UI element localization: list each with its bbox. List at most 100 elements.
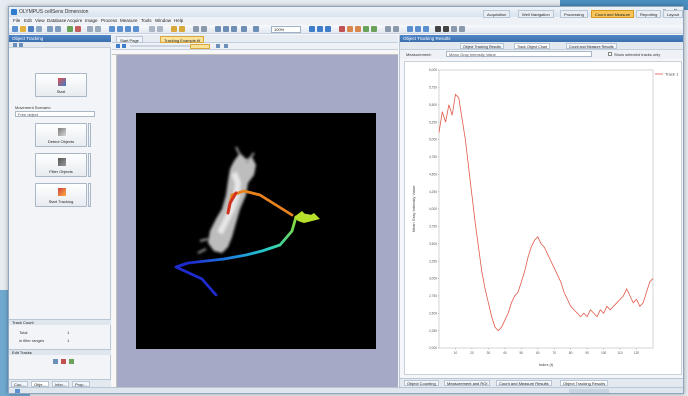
channel-icon[interactable] <box>216 44 220 48</box>
doc-tab-tracking-example[interactable]: Tracking Example.tif <box>160 36 205 43</box>
layout-tab-well-navigation[interactable]: Well Navigation <box>518 10 554 18</box>
roi-tool-icon[interactable] <box>125 26 131 32</box>
menu-measure[interactable]: Measure <box>120 18 138 23</box>
filter-objects-button[interactable]: Filter Objects <box>35 153 87 177</box>
pan-tool-icon[interactable] <box>117 26 123 32</box>
subtab-track-object-chart[interactable]: Track Object Chart <box>514 43 551 49</box>
undo-icon[interactable] <box>47 26 53 32</box>
arrange-icon[interactable] <box>149 26 155 32</box>
microscopy-image[interactable] <box>136 113 376 349</box>
frame-counter[interactable] <box>190 44 210 49</box>
filter-options-arrow[interactable] <box>88 153 91 177</box>
menu-file[interactable]: File <box>13 18 21 23</box>
edit-track-icon[interactable] <box>53 359 58 364</box>
tab-inbox[interactable]: Inbo... <box>52 381 70 387</box>
movie-icon[interactable] <box>325 26 331 32</box>
menu-tools[interactable]: Tools <box>141 18 152 23</box>
record-icon[interactable] <box>75 26 81 32</box>
subtab-object-tracking-results[interactable]: Object Tracking Results <box>460 43 504 49</box>
gallery-icon[interactable] <box>415 26 421 32</box>
measurement-select[interactable]: Mean Gray Intensity Value <box>446 51 592 57</box>
copy-icon[interactable] <box>87 26 93 32</box>
live-icon[interactable] <box>317 26 323 32</box>
menu-help[interactable]: Help <box>174 18 184 23</box>
actual-size-icon[interactable] <box>241 26 247 32</box>
menu-process[interactable]: Process <box>101 18 118 23</box>
print-icon[interactable] <box>36 26 42 32</box>
zoom-tool-icon[interactable] <box>253 26 259 32</box>
color-icon[interactable] <box>371 26 377 32</box>
frame-first-icon[interactable] <box>116 44 120 48</box>
zoom-in-icon[interactable] <box>215 26 221 32</box>
slideshow-icon[interactable] <box>423 26 429 32</box>
tab-count[interactable]: Cou... <box>11 381 28 387</box>
layout-tab-reporting[interactable]: Reporting <box>636 10 662 18</box>
track-count-header: Track Count <box>9 319 111 325</box>
tab-measurement-roi[interactable]: Measurement and ROI <box>444 380 491 386</box>
stop-icon[interactable] <box>339 26 345 32</box>
layer-icon[interactable] <box>224 44 228 48</box>
select-tool-icon[interactable] <box>109 26 115 32</box>
highlight-icon[interactable] <box>171 26 177 32</box>
open-icon[interactable] <box>20 26 26 32</box>
export-icon[interactable] <box>393 26 399 32</box>
tile-icon[interactable] <box>157 26 163 32</box>
redo-icon[interactable] <box>55 26 61 32</box>
menu-view[interactable]: View <box>35 18 45 23</box>
tab-count-measure-results[interactable]: Count and Measure Results <box>496 380 552 386</box>
merge-track-icon[interactable] <box>69 359 74 364</box>
grid-icon[interactable] <box>193 26 199 32</box>
layers-icon[interactable] <box>201 26 207 32</box>
menu-window[interactable]: Window <box>155 18 172 23</box>
panel-help-icon[interactable] <box>19 43 23 47</box>
frame-slider[interactable] <box>130 45 200 47</box>
x-tick-label: 70 <box>552 351 556 355</box>
menu-edit[interactable]: Edit <box>24 18 32 23</box>
tracking-results-panel: Object Tracking Results Object Tracking … <box>399 35 683 387</box>
measure-tool-icon[interactable] <box>133 26 139 32</box>
snapshot-icon[interactable] <box>309 26 315 32</box>
start-tracking-button[interactable]: Start Tracking <box>35 183 87 207</box>
layout-tab-layout[interactable]: Layout <box>663 10 683 18</box>
dark-mode-icon[interactable] <box>435 26 441 32</box>
settings-icon[interactable] <box>451 26 457 32</box>
zoom-out-icon[interactable] <box>223 26 229 32</box>
tab-properties[interactable]: Prop... <box>72 381 90 387</box>
zoom-level-field[interactable]: 100% <box>271 26 301 33</box>
detect-objects-button[interactable]: Detect Objects <box>35 123 87 147</box>
tab-object[interactable]: Obje... <box>31 381 49 387</box>
menu-image[interactable]: Image <box>85 18 98 23</box>
annotate-icon[interactable] <box>179 26 185 32</box>
filter-icon[interactable] <box>355 26 361 32</box>
doc-tab-start-page[interactable]: Start Page <box>116 36 143 43</box>
tab-object-counting[interactable]: Object Counting <box>404 380 439 386</box>
subtab-count-measure-results[interactable]: Count and Measure Results <box>566 43 617 49</box>
save-icon[interactable] <box>28 26 34 32</box>
histogram-icon[interactable] <box>363 26 369 32</box>
new-icon[interactable] <box>12 26 18 32</box>
panel-options-icon[interactable] <box>13 43 17 47</box>
menu-database[interactable]: Database <box>47 18 67 23</box>
object-track-start <box>226 191 238 215</box>
process-icon[interactable] <box>347 26 353 32</box>
start-button[interactable]: Start <box>35 73 87 97</box>
paste-icon[interactable] <box>95 26 101 32</box>
layout-tab-acquisition[interactable]: Acquisition <box>483 10 511 18</box>
database-icon[interactable] <box>407 26 413 32</box>
fit-icon[interactable] <box>231 26 237 32</box>
movement-scenario-select[interactable]: Free object <box>15 111 95 117</box>
layout-tab-processing[interactable]: Processing <box>560 10 588 18</box>
acquire-icon[interactable] <box>67 26 73 32</box>
detect-options-arrow[interactable] <box>88 123 91 147</box>
y-tick-label: 5,750 <box>429 86 437 90</box>
tab-object-tracking-results[interactable]: Object Tracking Results <box>560 380 609 386</box>
show-selected-checkbox[interactable] <box>608 52 612 56</box>
overlay-icon[interactable] <box>443 26 449 32</box>
menu-acquire[interactable]: Acquire <box>67 18 83 23</box>
info-icon[interactable] <box>459 26 465 32</box>
layout-tab-count-and-measure[interactable]: Count and Measure <box>591 10 635 18</box>
report-icon[interactable] <box>385 26 391 32</box>
frame-play-icon[interactable] <box>122 44 126 48</box>
delete-track-icon[interactable] <box>61 359 66 364</box>
tracking-options-arrow[interactable] <box>88 183 91 207</box>
